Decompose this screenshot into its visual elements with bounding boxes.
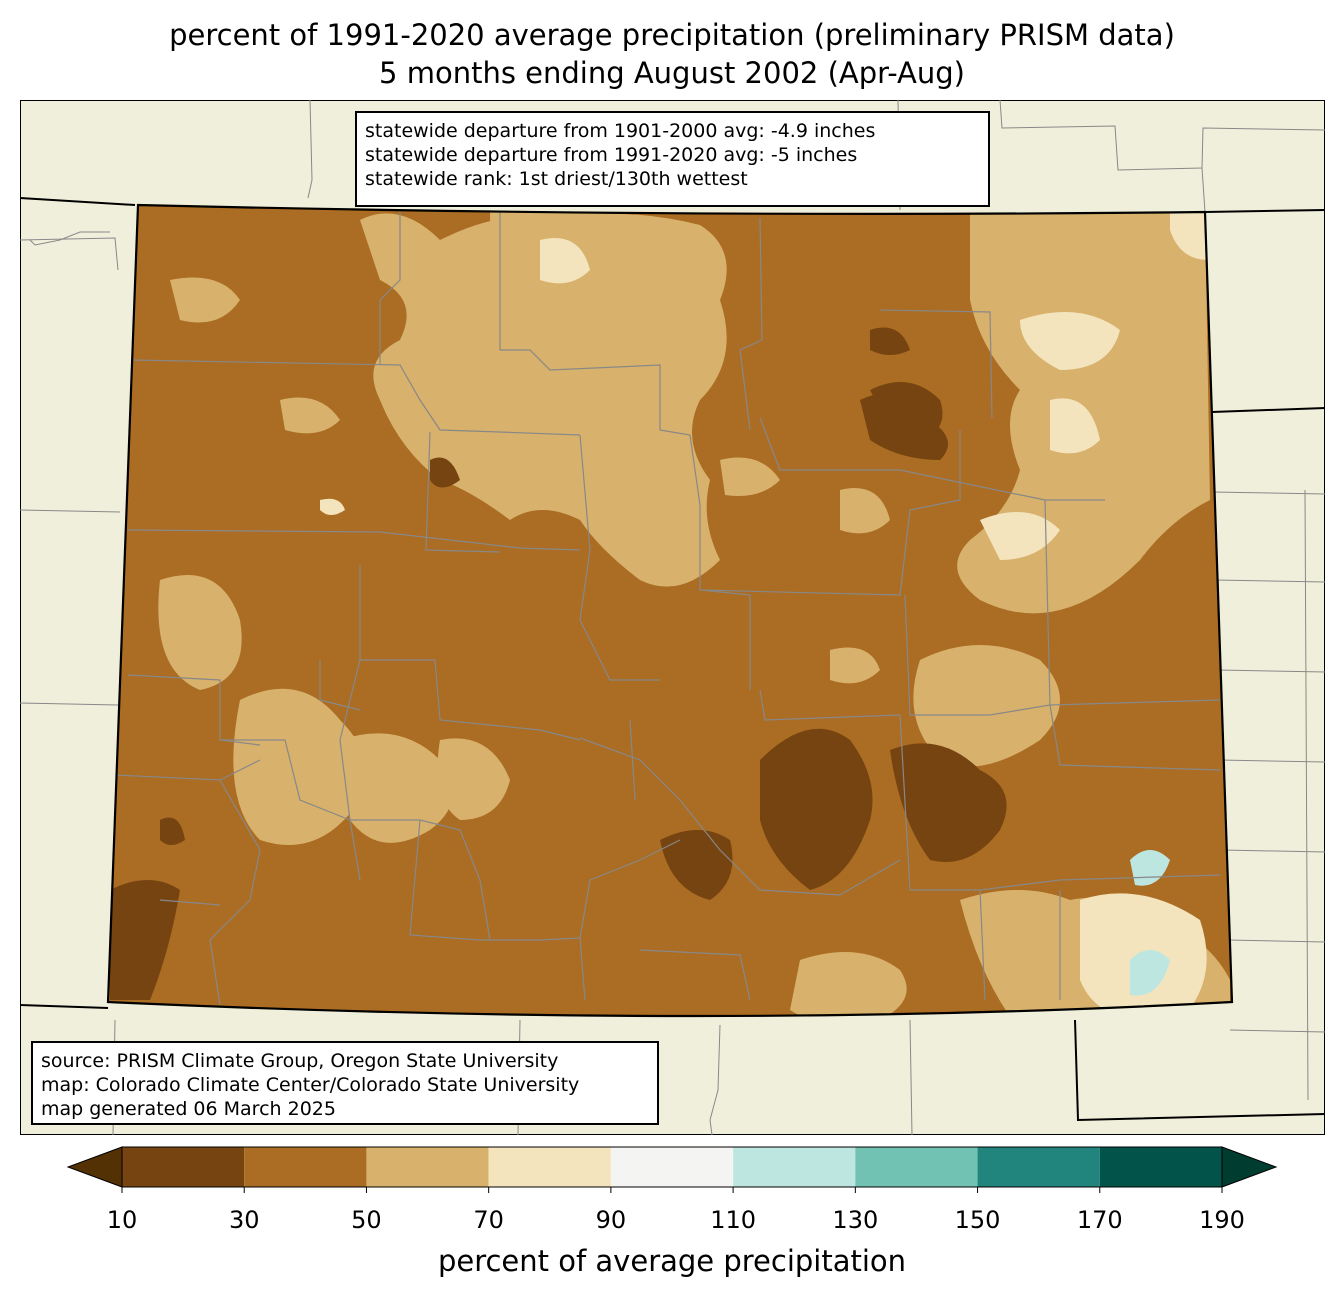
- source-line-2: map: Colorado Climate Center/Colorado St…: [41, 1074, 580, 1096]
- colorbar-tick-label: 90: [595, 1206, 627, 1234]
- source-box: source: PRISM Climate Group, Oregon Stat…: [31, 1041, 659, 1125]
- stats-line-1: statewide departure from 1901-2000 avg: …: [365, 120, 876, 142]
- map-area: [20, 100, 1325, 1135]
- colorbar-cell-1: [244, 1147, 367, 1187]
- stats-line-3: statewide rank: 1st driest/130th wettest: [365, 168, 748, 190]
- statewide-stats-box: statewide departure from 1901-2000 avg: …: [355, 111, 990, 207]
- colorbar-tick-label: 70: [473, 1206, 504, 1234]
- stats-line-2: statewide departure from 1991-2020 avg: …: [365, 144, 858, 166]
- colorado-precip-map: [20, 100, 1325, 1135]
- neighbor-state-lines: [20, 197, 1325, 1122]
- colorbar-cell-8: [1099, 1147, 1222, 1187]
- colorbar-label: percent of average precipitation: [437, 1244, 907, 1278]
- colorbar-over-arrow: [1221, 1146, 1278, 1188]
- county-lines: [114, 205, 1221, 1006]
- colorbar-cell-5: [733, 1147, 856, 1187]
- colorbar-tick-label: 150: [954, 1206, 1001, 1234]
- map-title: percent of 1991-2020 average precipitati…: [169, 18, 1175, 52]
- colorbar-tick-label: 130: [832, 1206, 879, 1234]
- colorbar-cell-3: [488, 1147, 611, 1187]
- source-line-3: map generated 06 March 2025: [41, 1098, 336, 1120]
- colorbar-tick-label: 170: [1076, 1206, 1123, 1234]
- colorbar-tick-label: 190: [1199, 1206, 1245, 1234]
- colorbar-cell-2: [366, 1147, 489, 1187]
- colorbar: [66, 1146, 1278, 1193]
- neighbor-county-lines: [20, 100, 1325, 1135]
- source-line-1: source: PRISM Climate Group, Oregon Stat…: [41, 1050, 559, 1072]
- colorbar-cell-6: [855, 1147, 978, 1187]
- colorbar-tick-label: 10: [106, 1206, 138, 1234]
- map-subtitle: 5 months ending August 2002 (Apr-Aug): [379, 56, 965, 90]
- colorbar-cell-4: [610, 1147, 734, 1187]
- colorbar-frame: [121, 1146, 1223, 1188]
- colorbar-tick-label: 110: [710, 1206, 757, 1234]
- precip-contours: [108, 205, 1232, 1016]
- colorbar-cell-0: [122, 1147, 245, 1187]
- colorbar-cell-7: [977, 1147, 1100, 1187]
- colorbar-tick-label: 50: [351, 1206, 382, 1234]
- colorbar-under-arrow: [66, 1146, 123, 1188]
- colorado-border: [106, 203, 1234, 1018]
- colorbar-tick-label: 30: [228, 1206, 260, 1234]
